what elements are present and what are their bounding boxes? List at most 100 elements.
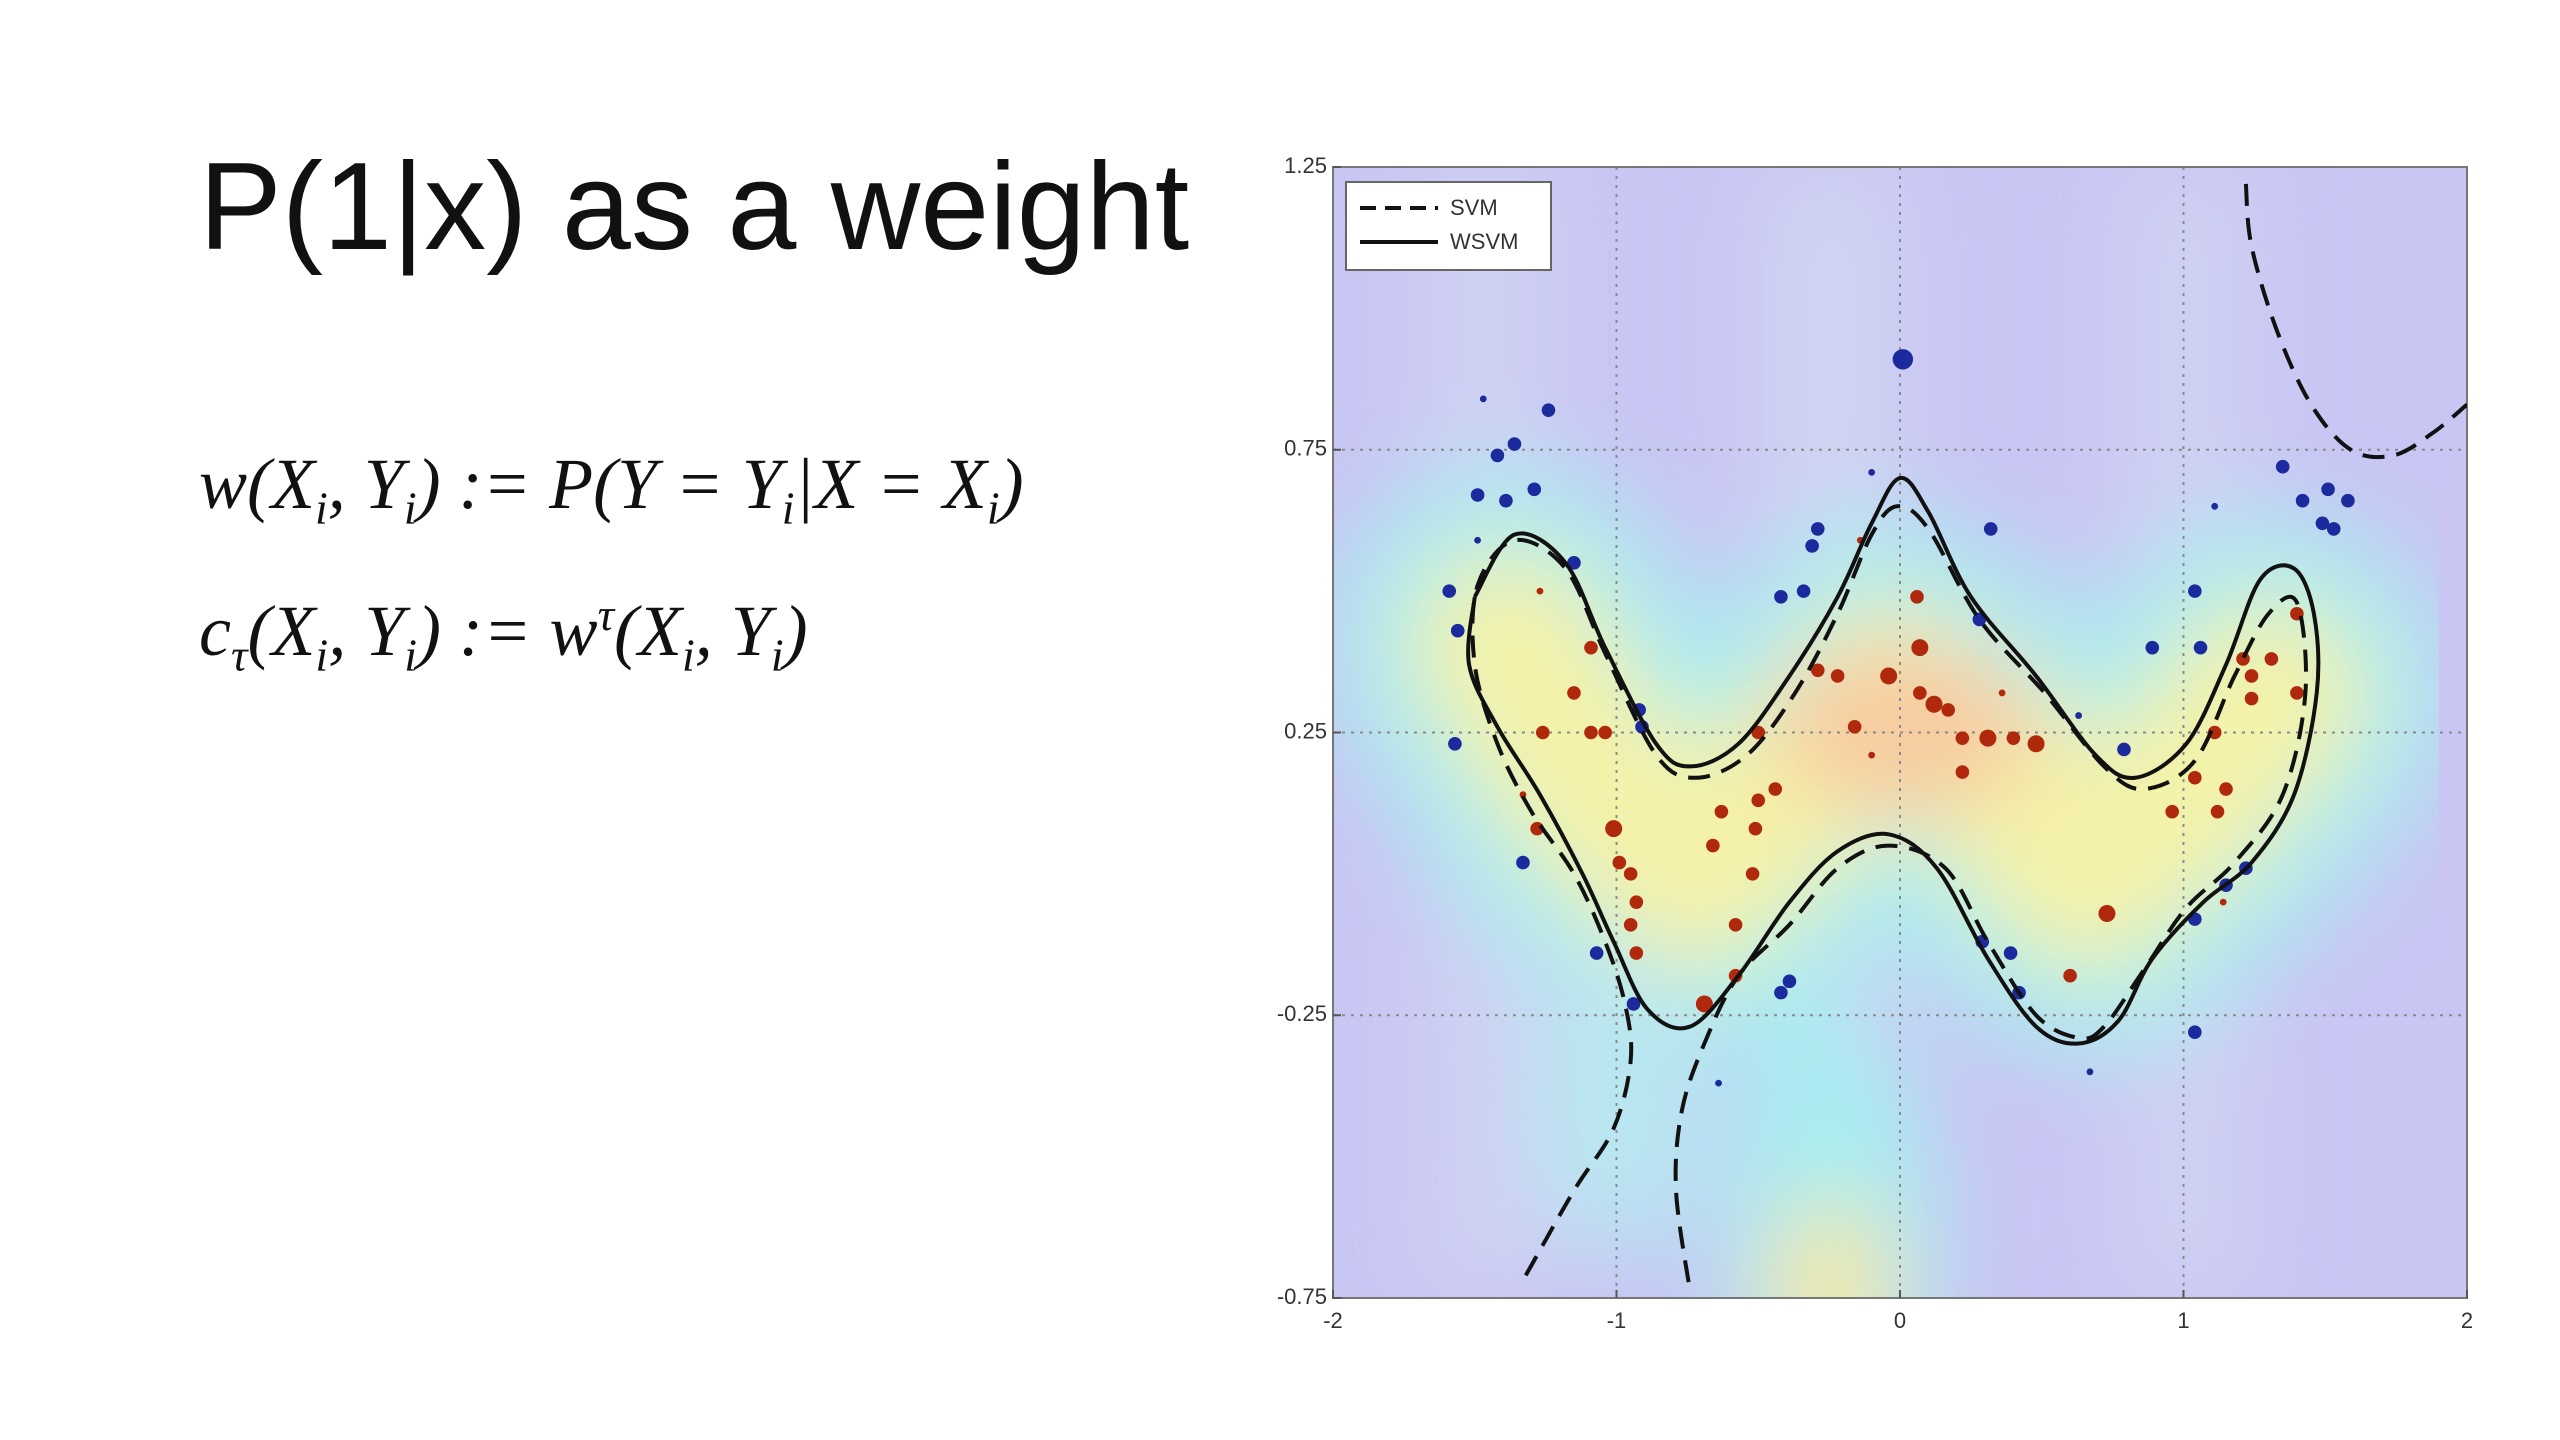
data-point <box>1706 838 1720 853</box>
data-point <box>2003 946 2018 960</box>
data-point <box>1626 997 1641 1011</box>
data-point <box>1715 1079 1722 1087</box>
data-point <box>1541 403 1556 417</box>
data-point <box>2210 804 2225 819</box>
data-point <box>1474 536 1481 544</box>
data-point <box>1805 539 1819 553</box>
data-point <box>1796 584 1811 598</box>
legend-label: WSVM <box>1450 229 1518 254</box>
data-point <box>1745 867 1760 881</box>
data-point <box>1911 639 1929 657</box>
y-tick-label: 0.75 <box>1284 436 1327 461</box>
data-point <box>1955 731 1970 745</box>
data-point <box>1527 482 1542 497</box>
data-point <box>2063 968 2077 983</box>
data-point <box>1868 468 1876 476</box>
data-point <box>1629 895 1644 909</box>
data-point <box>1830 669 1845 683</box>
data-point <box>1450 623 1465 638</box>
data-point <box>1810 663 1825 678</box>
x-tick-label: 2 <box>2461 1308 2473 1333</box>
data-point <box>2075 712 2083 719</box>
data-point <box>2219 782 2233 796</box>
data-point <box>1955 765 1970 779</box>
data-point <box>1979 729 1997 747</box>
data-point <box>1728 917 1743 932</box>
data-point <box>1998 689 2006 697</box>
data-point <box>2165 804 2179 819</box>
data-point <box>2244 691 2259 706</box>
data-point <box>2326 522 2341 536</box>
data-point <box>1470 488 1485 502</box>
data-point <box>1751 725 1766 740</box>
formula-text: , Y <box>327 444 404 524</box>
data-point <box>2006 731 2021 745</box>
data-point <box>1810 522 1825 536</box>
formula-text: , Y <box>328 591 405 671</box>
data-point <box>2027 735 2045 753</box>
formula-text: c <box>199 591 231 671</box>
data-point <box>1584 725 1598 740</box>
formula-sub: i <box>781 482 795 534</box>
data-point <box>2188 584 2202 598</box>
legend-box <box>1345 181 1552 271</box>
formula-text: ) := P(Y = Y <box>416 444 782 524</box>
data-point <box>2188 770 2202 785</box>
data-point <box>2219 898 2227 906</box>
data-point <box>2315 516 2330 531</box>
data-point <box>2086 1068 2094 1076</box>
data-point <box>2188 1025 2202 1040</box>
formula-sup: τ <box>597 589 615 640</box>
formula-sub: i <box>403 482 417 534</box>
data-point <box>1605 820 1623 838</box>
data-point <box>1516 855 1530 870</box>
data-point <box>2295 493 2310 508</box>
data-point <box>2145 640 2160 655</box>
data-point <box>1567 686 1581 700</box>
data-point <box>1536 587 1544 595</box>
x-tick-label: 1 <box>2177 1308 2189 1333</box>
data-point <box>2244 669 2259 683</box>
data-point <box>1748 821 1763 836</box>
formula-sub: i <box>770 629 784 681</box>
formula-text: w(X <box>199 444 315 524</box>
data-point <box>1880 667 1898 685</box>
data-point <box>1847 720 1862 734</box>
data-point <box>1983 522 1998 536</box>
data-point <box>1567 556 1581 570</box>
data-point <box>1774 985 1788 1000</box>
data-point <box>1623 867 1638 881</box>
data-point <box>2341 493 2355 508</box>
formula-text: ) <box>783 591 808 671</box>
y-tick-label: 0.25 <box>1284 718 1327 743</box>
x-tick-label: -1 <box>1607 1308 1627 1333</box>
slide-title: P(1|x) as a weight <box>199 138 1190 276</box>
formula: w(Xi, Yi) := P(Y = Yi|X = Xi) <box>199 448 1024 531</box>
formula-text: |X = X <box>794 444 987 524</box>
legend: SVM WSVM <box>1345 181 1552 271</box>
data-point <box>1507 437 1522 451</box>
data-point <box>1774 589 1788 604</box>
data-point <box>2193 640 2208 655</box>
data-point <box>2290 686 2304 700</box>
formula-sub: i <box>682 629 695 681</box>
data-point <box>1499 493 1513 508</box>
formula-sub: i <box>315 629 329 681</box>
data-point <box>1629 946 1644 960</box>
data-point <box>1448 737 1462 751</box>
data-point <box>1695 995 1713 1013</box>
data-point <box>1612 855 1627 870</box>
data-point <box>2211 502 2219 510</box>
data-point <box>1925 695 1943 713</box>
data-point <box>1584 640 1598 655</box>
data-point <box>1589 946 1604 960</box>
data-point <box>1714 804 1729 819</box>
formula-text: (X <box>247 591 316 671</box>
formula-sub: i <box>986 482 1000 534</box>
y-tick-label: 1.25 <box>1284 153 1327 178</box>
formula-sub: τ <box>230 629 248 681</box>
y-tick-label: -0.75 <box>1277 1284 1327 1309</box>
plot-area <box>1442 183 2467 1293</box>
data-point <box>1941 703 1955 717</box>
